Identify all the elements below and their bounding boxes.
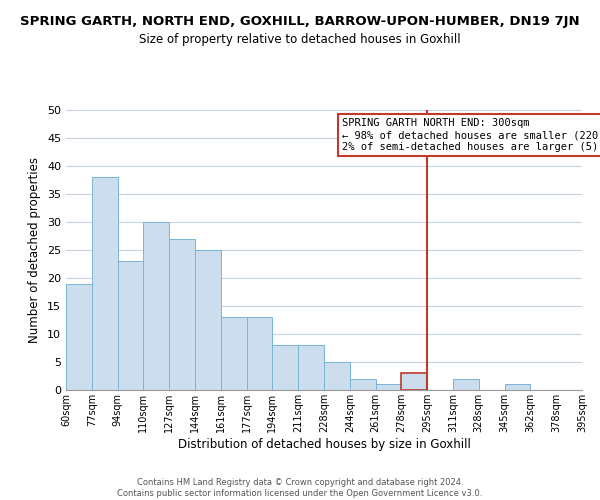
Bar [118,261,143,390]
Y-axis label: Number of detached properties: Number of detached properties [28,157,41,343]
Bar [401,373,427,390]
Bar [221,317,247,390]
Bar [143,222,169,390]
Bar [272,345,298,390]
Bar [247,317,272,390]
Text: SPRING GARTH NORTH END: 300sqm
← 98% of detached houses are smaller (220)
2% of : SPRING GARTH NORTH END: 300sqm ← 98% of … [342,118,600,152]
Bar [505,384,530,390]
Bar [453,379,479,390]
Text: Size of property relative to detached houses in Goxhill: Size of property relative to detached ho… [139,32,461,46]
Bar [195,250,221,390]
Bar [350,379,376,390]
Bar [376,384,401,390]
Bar [66,284,92,390]
X-axis label: Distribution of detached houses by size in Goxhill: Distribution of detached houses by size … [178,438,470,450]
Bar [92,177,118,390]
Text: Contains HM Land Registry data © Crown copyright and database right 2024.
Contai: Contains HM Land Registry data © Crown c… [118,478,482,498]
Bar [298,345,324,390]
Bar [169,239,195,390]
Text: SPRING GARTH, NORTH END, GOXHILL, BARROW-UPON-HUMBER, DN19 7JN: SPRING GARTH, NORTH END, GOXHILL, BARROW… [20,15,580,28]
Bar [324,362,350,390]
